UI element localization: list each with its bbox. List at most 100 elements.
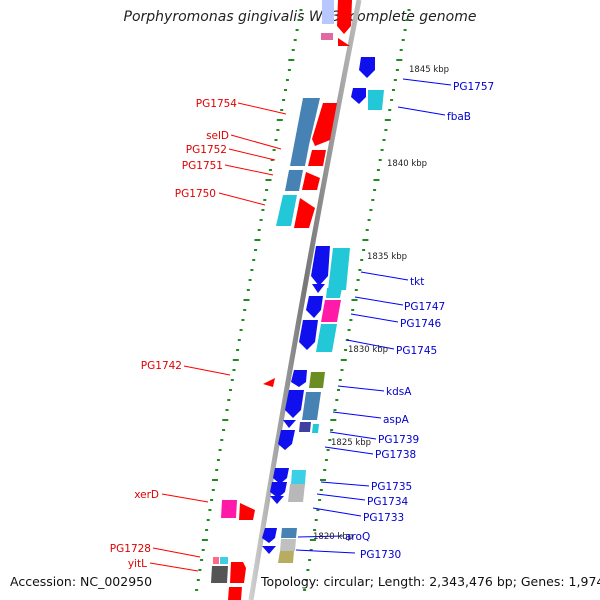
gene-label: selD (206, 130, 229, 142)
gene-tkt (328, 248, 350, 290)
scale-tick (399, 49, 403, 51)
gene-aroQ-a (262, 528, 277, 543)
kbp-labels: 1845 kbp 1840 kbp 1835 kbp 1830 kbp 1825… (313, 65, 449, 542)
gene-label: aroQ (345, 531, 370, 543)
scale-tick (236, 349, 240, 351)
scale-tick (384, 119, 391, 121)
gene-top-reverse-2 (322, 0, 334, 24)
scale-tick (318, 499, 322, 501)
scale-tick (367, 219, 371, 221)
scale-tick (376, 169, 380, 171)
gene-PG1728-b (220, 557, 228, 564)
gene-label: PG1752 (186, 144, 227, 156)
gene-top-reverse (321, 33, 333, 40)
gene-label: PG1754 (196, 98, 238, 110)
scale-tick (407, 9, 411, 11)
gene-aroQ (281, 528, 297, 538)
scale-tick (349, 319, 353, 321)
scale-tick (268, 169, 272, 171)
gene-label: PG1730 (360, 549, 401, 561)
scale-tick (358, 269, 362, 271)
scale-tick (216, 459, 220, 461)
kbp-label: 1820 kbp (313, 532, 353, 542)
right-connectors (295, 78, 452, 554)
gene-PG1751-fwd (302, 172, 320, 190)
forward-strand-genes (211, 0, 352, 600)
scale-tick (225, 409, 229, 411)
kbp-label: 1830 kbp (348, 345, 388, 355)
scale-tick (232, 359, 239, 361)
gene-label: PG1738 (375, 449, 416, 461)
scale-tick (243, 309, 247, 311)
gene-top-forward-2 (338, 38, 350, 46)
gene-PG1735-a (273, 468, 289, 484)
scale-tick (287, 69, 291, 71)
scale-tick (373, 189, 377, 191)
scale-tick (208, 509, 212, 511)
scale-tick (272, 149, 276, 151)
scale-tick (335, 399, 339, 401)
scale-tick (288, 59, 295, 61)
scale-tick (309, 539, 316, 541)
gene-PG1754 (294, 98, 320, 145)
scale-tick (330, 419, 337, 421)
scale-tick (316, 509, 320, 511)
scale-tick (232, 369, 236, 371)
scale-tick (403, 29, 407, 31)
scale-tick (393, 79, 397, 81)
scale-tick (237, 339, 241, 341)
gene-PG1747 (326, 288, 342, 298)
scale-tick (373, 179, 380, 181)
left-connectors (149, 102, 287, 572)
scale-tick (222, 419, 229, 421)
scale-tick (360, 259, 364, 261)
gene-PG1746-a (306, 296, 323, 318)
gene-label: aspA (383, 414, 410, 426)
gene-fbaB (368, 90, 384, 110)
scale-tick (285, 79, 289, 81)
gene-PG1730-a (262, 546, 276, 554)
gene-label: PG1735 (371, 481, 412, 493)
gene-PG1742 (263, 378, 275, 387)
scale-tick (230, 379, 234, 381)
scale-tick (218, 449, 222, 451)
scale-tick (304, 579, 308, 581)
scale-tick (257, 229, 261, 231)
scale-tick (351, 299, 358, 301)
topology-text: Topology: circular; Length: 2,343,476 bp… (261, 574, 600, 589)
gene-label: fbaB (447, 111, 471, 123)
scale-tick (284, 89, 287, 91)
scale-tick (369, 209, 373, 211)
scale-tick (371, 199, 375, 201)
scale-tick (198, 569, 202, 571)
gene-label: PG1750 (175, 188, 216, 200)
scale-tick (297, 19, 301, 21)
gene-PG1754-fwd (312, 103, 337, 146)
scale-tick (314, 519, 318, 521)
gene-PG1733 (270, 496, 284, 504)
gene-label: PG1739 (378, 434, 419, 446)
scale-tick (337, 389, 340, 391)
scale-tick (308, 559, 312, 561)
gene-xerD-fwd (239, 503, 255, 520)
kbp-label: 1835 kbp (367, 252, 407, 262)
scale-tick (270, 159, 274, 161)
scale-tick (338, 379, 342, 381)
gene-PG1745-a (299, 320, 318, 350)
scale-tick (293, 39, 297, 41)
scale-tick (250, 269, 254, 271)
kbp-label: 1845 kbp (409, 65, 449, 75)
scale-tick (220, 439, 224, 441)
scale-tick (380, 149, 384, 151)
gene-yitL-fwd (230, 562, 246, 583)
gene-selD (290, 145, 309, 166)
gene-label: PG1742 (141, 360, 182, 372)
scale-tick (396, 59, 403, 61)
scale-tick (210, 499, 214, 501)
scale-tick (276, 129, 280, 131)
scale-tick (328, 439, 332, 441)
gene-PG1730-b (278, 551, 294, 563)
tick-marks (195, 9, 411, 591)
scale-tick (340, 359, 347, 361)
scale-tick (401, 39, 405, 41)
